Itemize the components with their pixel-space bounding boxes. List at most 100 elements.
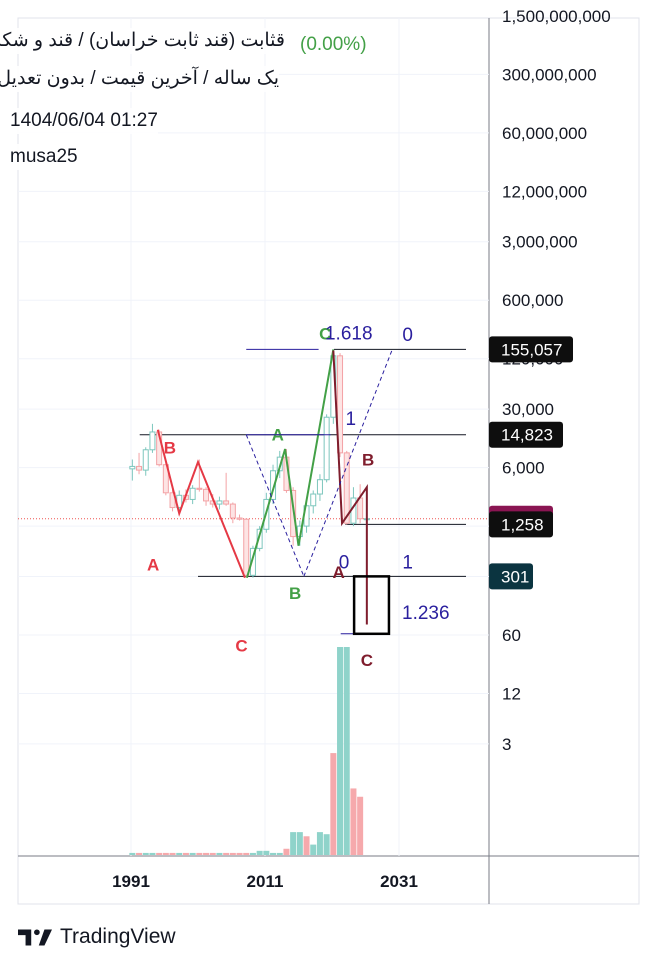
y-tick-label: 3,000,000 [502, 233, 578, 252]
wave-label: B [164, 438, 176, 457]
candle-body [229, 503, 236, 519]
volume-bar [303, 836, 310, 855]
wave-label: A [333, 563, 345, 582]
price-badge-label: 1,258 [501, 515, 544, 534]
candle-body [337, 355, 344, 454]
volume-bar [162, 852, 169, 855]
price-badge-label: 301 [501, 567, 529, 586]
volume-bar [176, 852, 183, 855]
candle-body [256, 528, 263, 549]
volume-bar [169, 852, 176, 855]
price-badge [489, 563, 533, 590]
volume-bar [296, 832, 303, 855]
fib-level-label: 0 [402, 325, 413, 346]
horizontal-lines [18, 348, 489, 577]
fib-level-label: 1.618 [325, 324, 373, 345]
y-tick-label: 60 [502, 626, 521, 645]
volume-bar [229, 852, 236, 855]
fib-trend-line [245, 434, 305, 577]
volume-bar [196, 852, 203, 855]
candle-body [316, 479, 323, 495]
y-tick-label: 300,000,000 [502, 65, 597, 84]
x-tick-label: 2011 [247, 872, 284, 891]
volume-bar [182, 852, 189, 855]
volume-bar [256, 850, 263, 855]
wave-line [332, 350, 368, 625]
volume-bar [270, 852, 277, 855]
price-badge-label: 155,057 [501, 340, 562, 359]
volume-bar [216, 852, 223, 855]
volume-bar [263, 850, 270, 855]
wave-label: B [362, 451, 374, 470]
candle-body [236, 517, 243, 520]
volume-bars [129, 647, 364, 855]
volume-bar [189, 852, 196, 855]
fib-trend-line [303, 349, 393, 577]
chart-datetime: 1404/06/04 01:27 [10, 108, 158, 134]
target-box [352, 575, 391, 636]
fib-level-label: 1 [402, 553, 413, 574]
y-tick-label: 6,000 [502, 459, 545, 478]
y-tick-label: 600,000 [502, 291, 563, 310]
candle-body [136, 465, 143, 471]
tradingview-brand[interactable]: TradingView [18, 922, 176, 952]
volume-bar [129, 852, 136, 855]
chart-subtitle: یک ساله / آخرین قیمت / بدون تعدیل [0, 66, 279, 92]
y-tick-label: 12,000,000 [502, 182, 587, 201]
candle-body [196, 487, 203, 490]
wave-label: B [289, 584, 301, 603]
wave-label: C [361, 651, 373, 670]
volume-bar [276, 852, 283, 855]
volume-bar [156, 852, 163, 855]
volume-bar [236, 852, 243, 855]
volume-bar [337, 647, 344, 855]
volume-bar [209, 852, 216, 855]
x-tick-label: 2031 [380, 872, 418, 891]
candle-body [203, 488, 210, 502]
volume-bar [343, 647, 350, 855]
fib-level-label: 1.236 [402, 603, 450, 624]
change-percent: (0.00%) [300, 32, 367, 58]
volume-bar [310, 844, 317, 855]
volume-bar [330, 753, 337, 855]
wave-line [156, 429, 246, 579]
candle-body [343, 452, 350, 524]
candle-body [243, 518, 250, 576]
volume-bar [290, 832, 297, 855]
volume-bar [223, 852, 230, 855]
volume-bar [323, 834, 330, 855]
candle-body [216, 500, 223, 505]
chart-grid [17, 17, 640, 905]
wave-label: A [147, 555, 159, 574]
candle-body [149, 431, 156, 451]
volume-bar [136, 852, 143, 855]
y-tick-label: 1,500,000,000 [502, 7, 611, 26]
wave-label: C [235, 636, 247, 655]
volume-bar [357, 796, 364, 855]
price-badge-label: 14,823 [501, 426, 553, 445]
volume-bar [142, 852, 149, 855]
chart-title: قثابت (قند ثابت خراسان) / قند و شکر [0, 28, 285, 54]
wave-label: C [319, 325, 331, 344]
chart-frame [17, 17, 640, 905]
time-axis: 1991 2011 2031 [112, 872, 418, 891]
volume-bar [249, 852, 256, 855]
x-tick-label: 1991 [112, 872, 150, 891]
fibonacci-drawing: 1.618 0 1 0 1 1.236 [245, 324, 450, 636]
price-badge [489, 336, 573, 363]
volume-bar [203, 852, 210, 855]
volume-bar [149, 852, 156, 855]
price-badge [489, 421, 563, 448]
tradingview-logo-icon [18, 929, 52, 946]
candle-body [129, 465, 136, 470]
volume-bar [283, 848, 290, 855]
volume-bar [243, 852, 250, 855]
author-name[interactable]: musa25 [10, 144, 78, 170]
volume-bar [350, 788, 357, 855]
fib-level-label: 1 [345, 409, 356, 430]
candle-body [142, 449, 149, 471]
wave-line [245, 349, 335, 579]
